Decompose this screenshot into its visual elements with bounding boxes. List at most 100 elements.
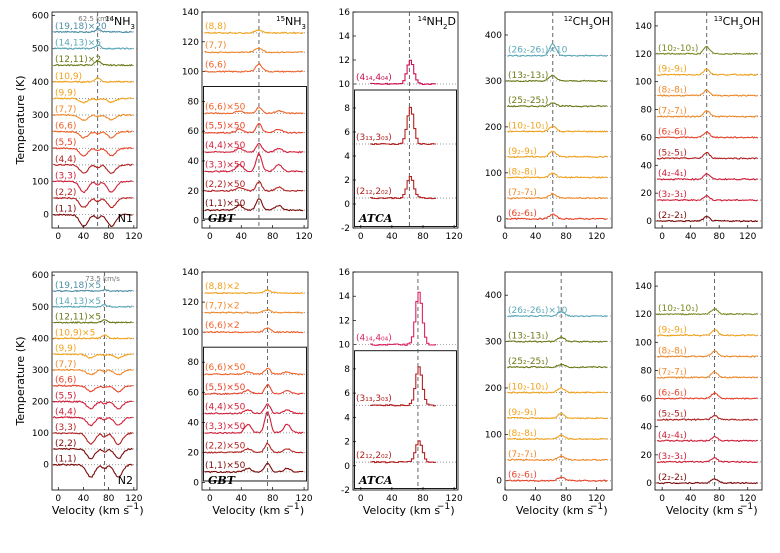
inset-box bbox=[203, 86, 307, 220]
y-tick-label: 0 bbox=[646, 479, 652, 489]
spectrum-trace bbox=[52, 447, 133, 460]
y-tick-label: 60 bbox=[641, 395, 653, 405]
y-tick-label: 400 bbox=[485, 31, 502, 41]
y-tick-label: 4 bbox=[344, 413, 350, 423]
x-tick-label: 0 bbox=[207, 232, 213, 242]
x-tick-label: 80 bbox=[560, 494, 572, 504]
x-tick-label: 40 bbox=[78, 494, 90, 504]
x-axis-label: Velocity (km s bbox=[666, 504, 744, 517]
trace-label: (19,18)×5 bbox=[55, 281, 101, 291]
y-tick-label: 40 bbox=[641, 161, 653, 171]
spectrum-trace bbox=[53, 28, 133, 34]
axes-frame bbox=[201, 271, 309, 491]
x-axis-label: Velocity (km s bbox=[52, 504, 130, 517]
panel-n2-15nh3: 0 40 80 120 0 20 40 60 80 100 120 140 (1,1)×50 (2,2)×… bbox=[182, 268, 313, 517]
x-tick-label: 120 bbox=[588, 232, 605, 242]
inset-box bbox=[354, 350, 457, 489]
y-tick-label: 600 bbox=[32, 271, 49, 281]
panel-n1-15nh3: 0 40 80 120 0 20 40 60 80 100 120 140 (1,1)×50 (2,2)×… bbox=[182, 8, 313, 242]
y-tick-label: 400 bbox=[32, 78, 49, 88]
y-tick-label: 80 bbox=[188, 97, 200, 107]
trace-label: (4₂-4₁) bbox=[658, 169, 687, 179]
trace-label: (4₂-4₁) bbox=[658, 431, 687, 441]
y-axis-label: Temperature (K) bbox=[14, 76, 27, 166]
axes-frame bbox=[51, 11, 138, 229]
y-tick-label: -2 bbox=[341, 224, 350, 234]
x-tick-label: 80 bbox=[103, 494, 115, 504]
spectrum-trace bbox=[204, 47, 304, 54]
y-tick-label: 300 bbox=[32, 111, 49, 121]
y-tick-label: 500 bbox=[32, 303, 49, 313]
spectrum-trace bbox=[204, 152, 304, 173]
spectrum-trace bbox=[656, 478, 758, 485]
spectrum-trace bbox=[204, 367, 304, 376]
trace-label: (4₁₄,4₀₄) bbox=[356, 334, 392, 344]
x-tick-label: 120 bbox=[446, 494, 463, 504]
axes-frame bbox=[201, 11, 309, 229]
trace-label: (7,7)×2 bbox=[205, 302, 240, 312]
y-tick-label: 16 bbox=[339, 8, 351, 18]
y-tick-label: 200 bbox=[32, 398, 49, 408]
y-tick-label: 0 bbox=[646, 217, 652, 227]
spectrum-trace bbox=[204, 462, 304, 474]
x-tick-label: 80 bbox=[713, 232, 725, 242]
x-tick-label: 40 bbox=[236, 232, 248, 242]
x-tick-label: 0 bbox=[207, 494, 213, 504]
spectrum-trace bbox=[507, 412, 608, 420]
telescope-label: ATCA bbox=[358, 474, 393, 487]
trace-label: (7,7) bbox=[205, 41, 226, 51]
spectrum-trace bbox=[507, 125, 608, 133]
trace-label: (4,4) bbox=[55, 407, 76, 417]
panel-n1-14nh2d: 0 40 80 120 -2 0 2 4 6 8 10 12 14 16 (2₁₂,2₀₂) (3₁₃,3₀₃… bbox=[339, 8, 463, 242]
spectrum-trace bbox=[370, 440, 436, 464]
spectrum-trace bbox=[507, 363, 608, 369]
x-tick-label: 0 bbox=[502, 494, 508, 504]
y-tick-label: 200 bbox=[32, 144, 49, 154]
trace-label: (14,13)×5 bbox=[55, 39, 101, 49]
trace-label: (3,3)×50 bbox=[205, 422, 246, 432]
trace-label: (3,3) bbox=[55, 171, 76, 181]
spectrum-trace bbox=[507, 434, 608, 441]
trace-label: (12,11)×5 bbox=[55, 313, 101, 323]
spectrum-trace bbox=[657, 436, 758, 442]
spectrum-trace bbox=[204, 143, 304, 154]
x-axis-label-exp: −1 bbox=[740, 502, 753, 512]
spectrum-trace bbox=[204, 180, 304, 193]
x-tick-label: 120 bbox=[125, 494, 142, 504]
y-tick-label: 60 bbox=[188, 127, 200, 137]
trace-label: (8₂-8₁) bbox=[508, 429, 537, 439]
trace-label: (1,1)×50 bbox=[205, 461, 246, 471]
x-tick-label: 120 bbox=[739, 494, 756, 504]
trace-label: (7₂-7₁) bbox=[658, 107, 687, 117]
spectrum-trace bbox=[657, 172, 758, 181]
trace-label: (8,8)×2 bbox=[205, 282, 240, 292]
panel-n2-14nh2d: 0 40 80 120 -2 0 2 4 6 8 10 12 14 16 (2₁₂,2₀₂) (3₁₃,3₀₃… bbox=[339, 268, 463, 517]
spectrum-trace bbox=[204, 198, 304, 212]
trace-label: (8,8) bbox=[205, 22, 226, 32]
spectrum-trace bbox=[657, 370, 758, 379]
trace-label: (25₂-25₁) bbox=[508, 96, 548, 106]
x-axis-label: Velocity (km s bbox=[212, 504, 290, 517]
spectrum-trace bbox=[53, 196, 133, 209]
y-tick-label: 100 bbox=[635, 78, 652, 88]
y-tick-label: 16 bbox=[339, 268, 351, 278]
spectrum-trace bbox=[370, 106, 436, 146]
y-tick-label: 0 bbox=[193, 478, 199, 488]
x-tick-label: 40 bbox=[530, 494, 542, 504]
trace-label: (3₂-3₁) bbox=[658, 452, 687, 462]
y-tick-label: 100 bbox=[32, 429, 49, 439]
axes-frame bbox=[51, 271, 138, 491]
x-axis-label: Velocity (km s bbox=[363, 504, 441, 517]
y-tick-label: 14 bbox=[339, 32, 351, 42]
spectrum-trace bbox=[656, 307, 758, 316]
x-tick-label: 0 bbox=[502, 232, 508, 242]
x-tick-label: 80 bbox=[560, 232, 572, 242]
spectrum-trace bbox=[656, 350, 758, 358]
y-tick-label: 140 bbox=[182, 268, 199, 278]
spectrum-trace bbox=[53, 431, 133, 446]
vsys-annotation: 73.5 km/s bbox=[85, 275, 120, 283]
trace-label: (26₂-26₁)×10 bbox=[508, 306, 568, 316]
spectrum-trace bbox=[52, 368, 133, 376]
y-tick-label: 80 bbox=[641, 366, 653, 376]
x-tick-label: 120 bbox=[295, 232, 312, 242]
